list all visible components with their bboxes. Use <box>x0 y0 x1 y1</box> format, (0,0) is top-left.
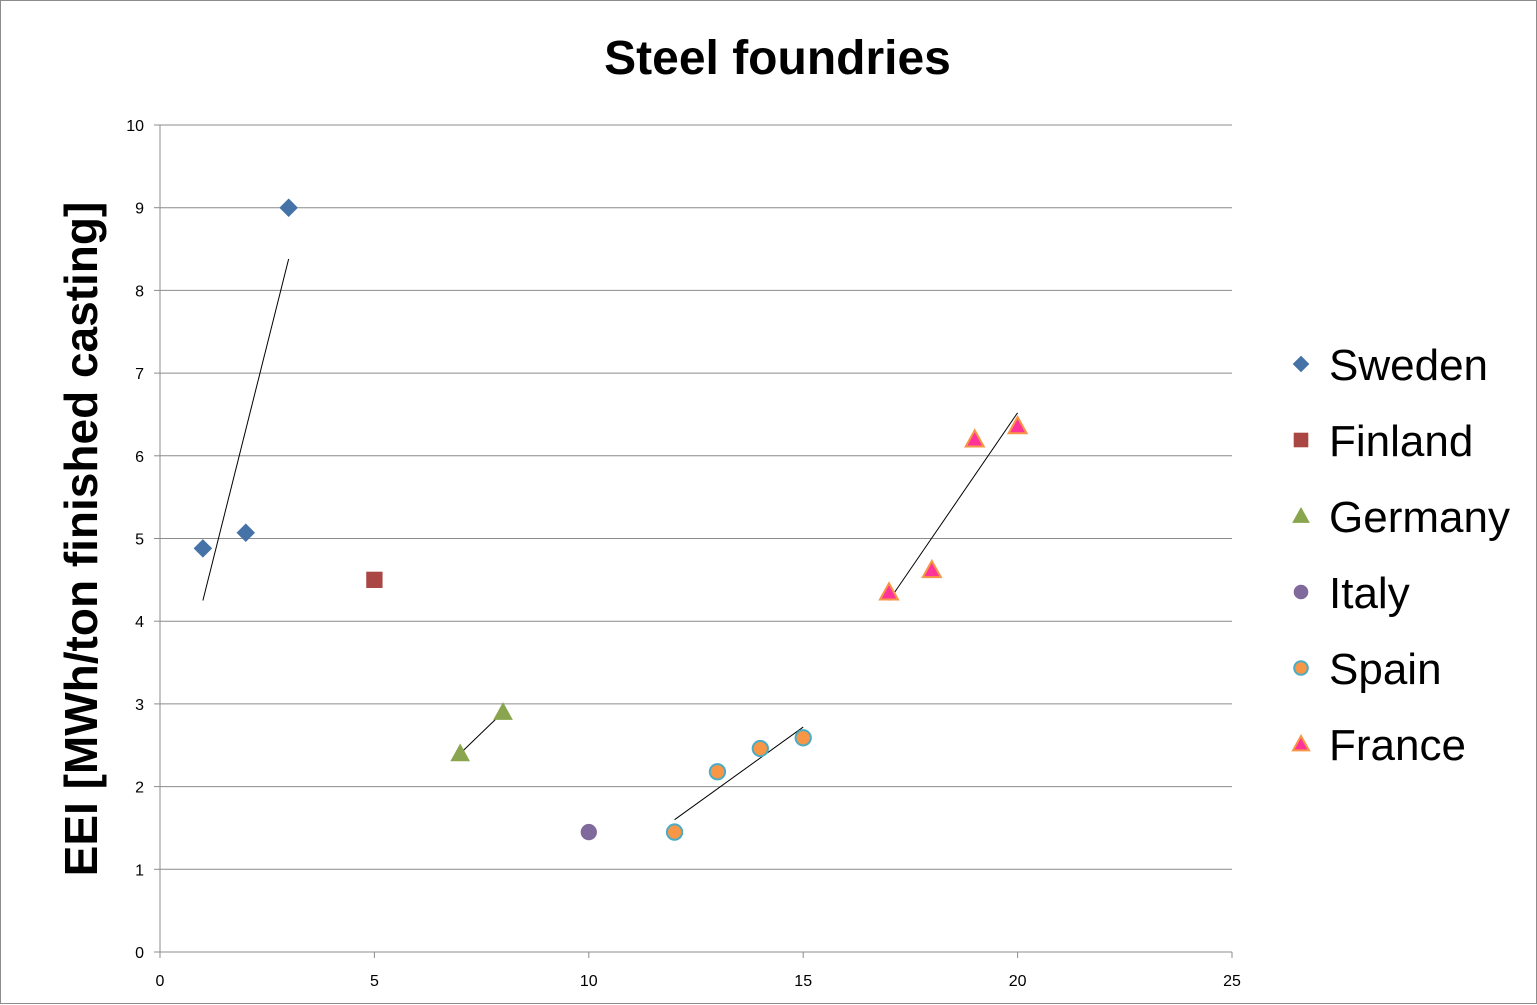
data-point-france <box>878 581 900 601</box>
legend-label-germany: Germany <box>1329 493 1510 542</box>
legend-label-sweden: Sweden <box>1329 341 1488 390</box>
legend-label-france: France <box>1329 721 1466 770</box>
legend-label-italy: Italy <box>1329 569 1410 618</box>
data-point-spain <box>794 729 812 747</box>
y-tick-label: 9 <box>135 201 144 218</box>
trendline-france <box>888 412 1019 601</box>
trendline-spain <box>674 726 804 821</box>
data-point-germany <box>493 702 513 720</box>
legend-marker-sweden <box>1292 355 1310 373</box>
y-tick-label: 10 <box>126 118 144 135</box>
legend-marker-finland <box>1293 432 1309 448</box>
x-tick-label: 0 <box>156 973 165 990</box>
data-point-sweden <box>236 523 256 542</box>
y-tick-label: 5 <box>135 532 144 549</box>
legend-marker-italy <box>1293 584 1309 600</box>
trendline-sweden <box>202 258 290 601</box>
y-tick-label: 2 <box>135 780 144 797</box>
data-point-sweden <box>279 198 298 217</box>
legend-marker-france <box>1291 733 1311 752</box>
data-point-sweden <box>193 539 213 558</box>
x-tick-label: 25 <box>1223 973 1241 990</box>
legend-marker-germany <box>1292 506 1310 523</box>
y-tick-label: 7 <box>135 366 144 383</box>
data-point-spain <box>708 763 727 781</box>
x-tick-label: 10 <box>580 973 598 990</box>
legend-label-spain: Spain <box>1329 645 1442 694</box>
y-tick-label: 4 <box>135 614 144 631</box>
x-tick-label: 5 <box>370 973 379 990</box>
x-tick-label: 15 <box>794 973 812 990</box>
x-tick-label: 20 <box>1009 973 1027 990</box>
chart-title: Steel foundries <box>604 32 951 85</box>
legend-marker-spain <box>1293 660 1309 676</box>
data-point-france <box>964 428 986 448</box>
data-point-spain <box>665 823 684 841</box>
y-tick-label: 6 <box>135 449 144 466</box>
y-tick-label: 8 <box>135 283 144 300</box>
data-point-finland <box>366 571 383 589</box>
data-point-spain <box>751 739 769 758</box>
y-tick-label: 0 <box>135 945 144 962</box>
data-point-italy <box>580 823 597 841</box>
data-point-germany <box>450 743 471 762</box>
data-point-france <box>921 558 943 579</box>
y-tick-label: 1 <box>135 862 144 879</box>
data-point-france <box>1006 414 1029 435</box>
y-tick-label: 3 <box>135 697 144 714</box>
legend-label-finland: Finland <box>1329 417 1473 466</box>
